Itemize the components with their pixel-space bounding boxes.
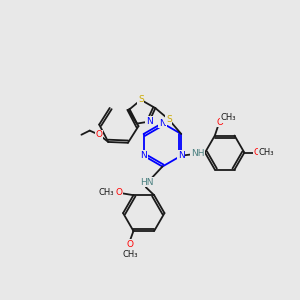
Text: O: O — [253, 148, 260, 157]
Text: CH₃: CH₃ — [220, 113, 236, 122]
Text: N: N — [146, 117, 152, 126]
Text: S: S — [138, 95, 144, 104]
Text: CH₃: CH₃ — [99, 188, 114, 196]
Text: NH: NH — [191, 149, 205, 158]
Text: CH₃: CH₃ — [123, 250, 138, 259]
Text: O: O — [217, 118, 224, 127]
Text: N: N — [140, 151, 147, 160]
Text: O: O — [95, 130, 103, 139]
Text: N: N — [178, 151, 184, 160]
Text: CH₃: CH₃ — [258, 148, 274, 157]
Text: O: O — [127, 240, 134, 249]
Text: HN: HN — [140, 178, 154, 187]
Text: S: S — [166, 115, 172, 124]
Text: N: N — [159, 118, 166, 127]
Text: O: O — [116, 188, 122, 196]
